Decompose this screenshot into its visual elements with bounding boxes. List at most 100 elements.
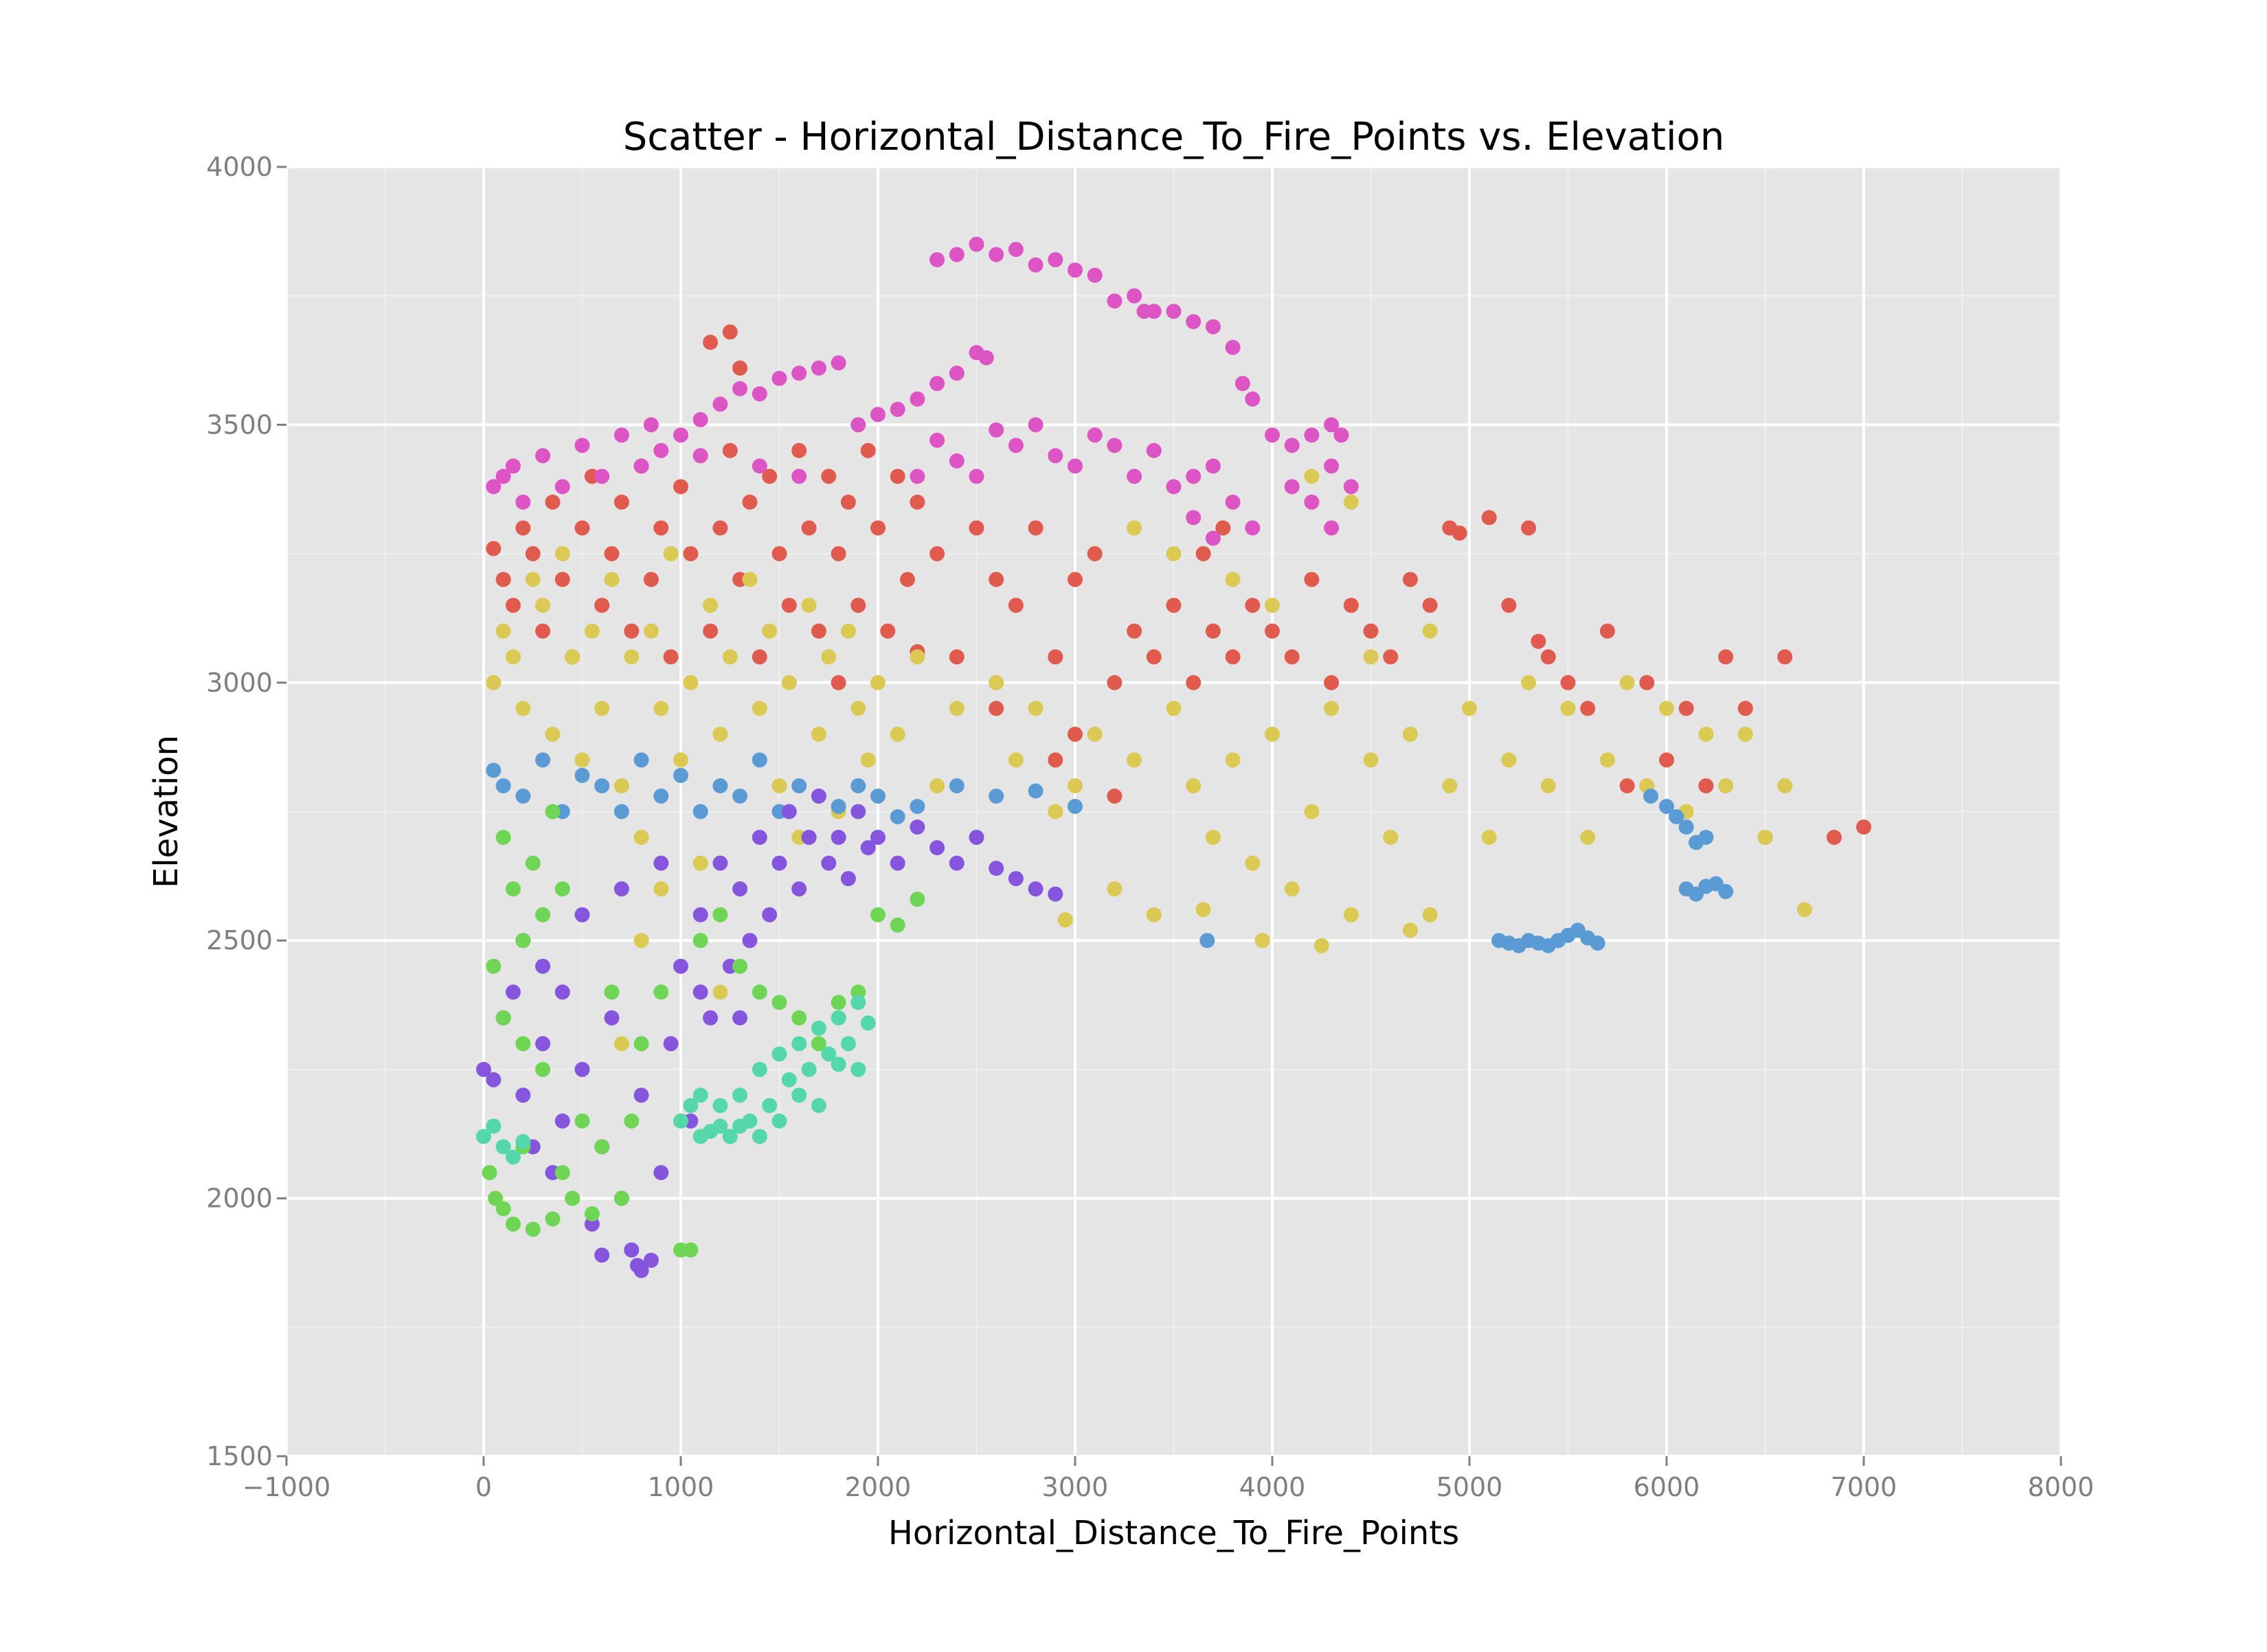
data-point	[1560, 675, 1576, 690]
data-point	[781, 598, 797, 613]
data-point	[831, 546, 846, 562]
data-point	[1481, 510, 1497, 525]
data-point	[1402, 923, 1418, 938]
data-point	[486, 1118, 501, 1134]
data-point	[574, 438, 590, 453]
data-point	[989, 701, 1004, 716]
data-point	[752, 701, 767, 716]
data-point	[624, 649, 640, 665]
data-point	[870, 675, 886, 690]
data-point	[1245, 520, 1261, 536]
data-point	[712, 984, 728, 1000]
data-point	[515, 1087, 531, 1103]
data-point	[1186, 510, 1202, 525]
data-point	[811, 1036, 826, 1052]
data-point	[604, 1010, 620, 1026]
data-point	[1540, 778, 1556, 793]
data-point	[752, 1129, 767, 1144]
data-point	[1284, 881, 1300, 897]
data-point	[1127, 468, 1142, 484]
data-point	[831, 355, 846, 371]
data-point	[870, 520, 886, 536]
data-point	[1186, 778, 1202, 793]
data-point	[1225, 752, 1241, 768]
data-point	[1068, 262, 1083, 278]
data-point	[613, 881, 629, 897]
data-point	[949, 453, 965, 468]
x-tick-label: 2000	[845, 1472, 912, 1502]
data-point	[1284, 438, 1300, 453]
data-point	[811, 726, 826, 742]
data-point	[890, 468, 905, 484]
x-tick-label: 8000	[2028, 1472, 2095, 1502]
data-point	[1068, 458, 1083, 474]
data-point	[476, 1129, 491, 1144]
data-point	[1265, 598, 1280, 613]
data-point	[1383, 649, 1399, 665]
data-point	[1186, 468, 1202, 484]
data-point	[703, 623, 719, 639]
data-point	[880, 623, 896, 639]
data-point	[525, 572, 541, 587]
data-point	[989, 789, 1004, 804]
data-point	[1107, 789, 1123, 804]
data-point	[831, 995, 846, 1010]
data-point	[1826, 830, 1842, 845]
data-point	[850, 804, 866, 819]
data-point	[791, 881, 807, 897]
data-point	[506, 984, 521, 1000]
data-point	[584, 623, 600, 639]
data-point	[1599, 623, 1615, 639]
data-point	[1234, 376, 1250, 392]
data-point	[515, 495, 531, 510]
data-point	[1560, 701, 1576, 716]
data-point	[1442, 778, 1458, 793]
data-point	[554, 546, 570, 562]
data-point	[1669, 809, 1684, 824]
data-point	[1068, 799, 1083, 814]
data-point	[1199, 933, 1215, 949]
data-point	[535, 598, 551, 613]
x-tick-label: −1000	[243, 1472, 331, 1502]
data-point	[732, 1010, 748, 1026]
series-7	[476, 995, 876, 1165]
data-point	[1048, 804, 1063, 819]
data-point	[742, 572, 758, 587]
data-point	[1028, 417, 1044, 433]
data-point	[791, 1010, 807, 1026]
data-point	[506, 458, 521, 474]
data-point	[840, 623, 856, 639]
data-point	[771, 1113, 787, 1129]
data-point	[495, 830, 511, 845]
data-point	[752, 649, 767, 665]
data-point	[860, 1015, 876, 1031]
data-point	[1757, 830, 1773, 845]
data-point	[1422, 623, 1438, 639]
data-point	[1028, 881, 1044, 897]
data-point	[1087, 726, 1103, 742]
data-point	[910, 391, 925, 407]
data-point	[673, 479, 688, 495]
x-tick-label: 0	[475, 1472, 492, 1502]
data-point	[1304, 468, 1320, 484]
data-point	[791, 442, 807, 458]
data-point	[831, 1010, 846, 1026]
data-point	[870, 830, 886, 845]
data-point	[565, 1190, 580, 1206]
data-point	[1057, 912, 1073, 928]
data-point	[574, 767, 590, 783]
data-point	[643, 623, 659, 639]
data-point	[969, 830, 984, 845]
data-point	[762, 623, 778, 639]
data-point	[692, 933, 708, 949]
data-point	[1215, 520, 1231, 536]
data-point	[1107, 438, 1123, 453]
data-point	[486, 675, 501, 690]
data-point	[1107, 881, 1123, 897]
data-point	[643, 417, 659, 433]
data-point	[692, 448, 708, 464]
data-point	[1166, 598, 1182, 613]
series-4	[486, 752, 1734, 953]
